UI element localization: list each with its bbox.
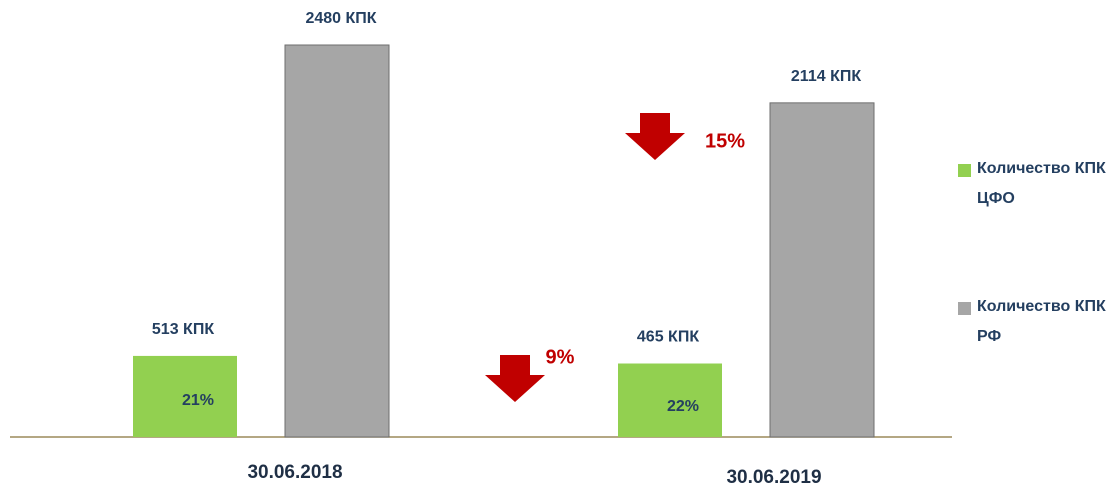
x-tick-label: 30.06.2019 [726, 467, 821, 488]
bar [769, 102, 875, 438]
bar [618, 363, 722, 437]
legend-item: Количество КПК ЦФО [958, 160, 1107, 214]
share-label: 22% [667, 398, 699, 415]
value-label: 2480 КПК [305, 10, 376, 27]
legend-swatch [958, 164, 971, 177]
value-label: 513 КПК [152, 321, 214, 338]
share-label: 21% [182, 392, 214, 409]
bar [284, 44, 390, 438]
x-tick-label: 30.06.2018 [247, 462, 342, 483]
change-label: 9% [546, 346, 575, 368]
value-label: 465 КПК [637, 329, 699, 346]
bar [133, 355, 237, 437]
legend-label: Количество КПК ЦФО [977, 160, 1106, 207]
legend-item: Количество КПК РФ [958, 298, 1107, 352]
down-arrow [485, 355, 545, 402]
legend-label: Количество КПК РФ [977, 298, 1106, 345]
value-label: 2114 КПК [791, 68, 861, 85]
change-label: 15% [705, 130, 745, 152]
legend-swatch [958, 302, 971, 315]
down-arrow [625, 113, 685, 160]
